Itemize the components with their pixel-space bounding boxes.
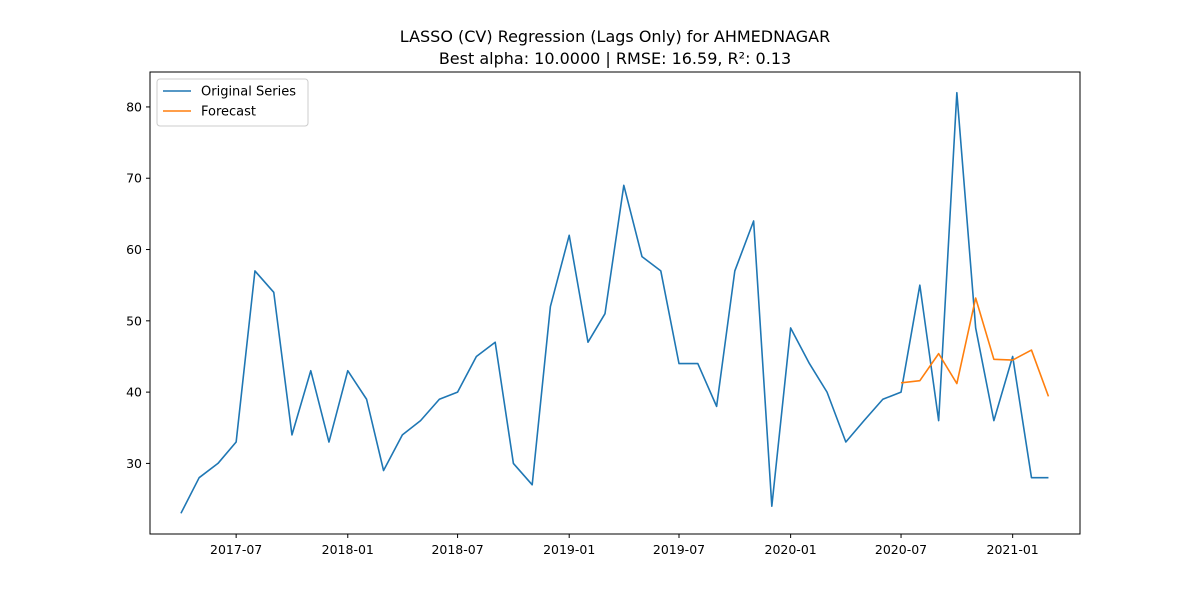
y-tick-label: 70 [126,171,142,186]
y-tick-label: 50 [126,313,142,328]
x-tick-label: 2020-01 [765,542,817,557]
legend-box [156,78,309,127]
legend: Original Series Forecast [156,78,309,127]
x-tick-label: 2018-01 [322,542,374,557]
y-axis: 30 40 50 60 70 80 [126,99,150,471]
y-tick-label: 40 [126,385,142,400]
chart-subtitle: Best alpha: 10.0000 | RMSE: 16.59, R²: 0… [439,49,791,68]
chart-title: LASSO (CV) Regression (Lags Only) for AH… [400,27,830,46]
y-tick-label: 60 [126,242,142,257]
x-tick-label: 2021-01 [987,542,1039,557]
x-tick-label: 2019-07 [653,542,705,557]
x-axis: 2017-07 2018-01 2018-07 2019-01 2019-07 2020-… [210,534,1039,557]
x-tick-label: 2017-07 [210,542,262,557]
x-tick-label: 2018-07 [431,542,483,557]
x-tick-label: 2020-07 [875,542,927,557]
y-tick-label: 80 [126,99,142,114]
legend-label-2: Forecast [201,105,256,120]
series-line-2 [900,297,1050,397]
y-tick-label: 30 [126,456,142,471]
legend-label-1: Original Series [201,85,296,100]
series-layer [180,91,1050,514]
series-line-1 [180,91,1049,514]
x-tick-label: 2019-01 [543,542,595,557]
plot-frame [149,71,1081,535]
